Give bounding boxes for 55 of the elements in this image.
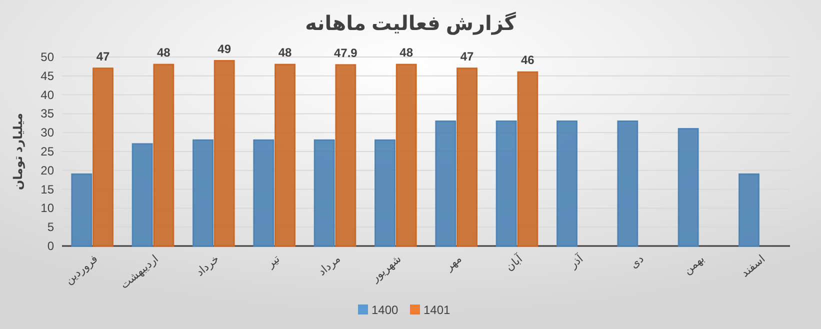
bar [396,64,417,247]
data-label: 46 [521,53,535,68]
data-label: 47.9 [334,46,358,60]
data-label: 48 [278,46,292,60]
data-label: 48 [157,46,171,60]
x-tick-label: مهر [442,253,464,274]
x-tick-label: اردیبهشت [118,253,161,292]
bar [192,139,214,247]
y-tick-label: 35 [40,106,54,121]
y-axis-title: میلیارد تومان [11,112,25,190]
bar [253,139,274,247]
x-tick-label: دی [628,253,646,271]
y-tick-label: 20 [40,163,54,178]
x-tick-label: آبان [502,250,526,274]
y-tick-label: 5 [47,220,54,234]
bar [517,71,538,247]
bar [314,139,335,247]
bar [335,64,356,247]
x-tick-label: آذر [566,250,586,272]
x-tick-label: تیر [264,253,282,271]
y-tick-label: 50 [40,50,54,64]
x-tick-label: اسفند [739,253,768,280]
bar [92,68,114,247]
data-label: 47 [96,49,110,64]
data-label: 48 [400,46,414,60]
x-tick-label: فروردین [63,253,100,287]
legend-label: 1401 [424,303,451,317]
data-label: 47 [460,49,474,64]
data-label: 49 [218,42,232,56]
bar [738,173,760,247]
bar [435,120,456,247]
bar [556,120,578,247]
y-tick-label: 30 [40,126,54,140]
x-tick-label: بهمن [682,253,707,277]
bar [132,143,153,247]
y-tick-label: 40 [40,88,54,102]
bar [71,173,92,247]
y-tick-label: 15 [40,182,54,196]
bar [456,68,478,247]
bar [153,64,174,247]
y-tick-label: 45 [40,68,54,83]
bar [678,128,699,247]
y-tick-label: 25 [40,144,54,158]
chart-title: گزارش فعالیت ماهانه [305,11,516,35]
bar [617,120,638,247]
y-tick-label: 10 [40,201,54,216]
bar [214,60,235,247]
x-tick-label: شهریور [368,253,404,286]
bar [496,120,517,247]
x-tick-label: خرداد [194,253,222,279]
bar [374,139,396,247]
y-tick-label: 0 [47,239,54,253]
bar [274,64,296,247]
legend-label: 1400 [372,303,399,317]
x-tick-label: مرداد [316,253,343,278]
